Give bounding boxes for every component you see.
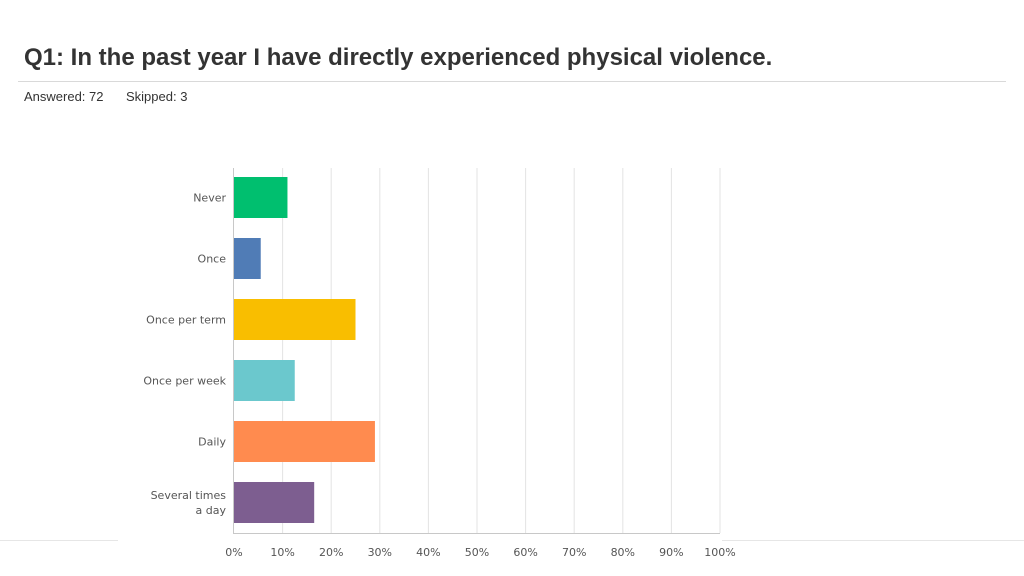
x-tick-label: 20% [319,546,343,559]
footer-divider-right [722,540,1024,541]
bar-once-per-term [234,299,356,340]
title-divider [18,81,1006,82]
category-label: Never [193,192,226,205]
bar-once [234,238,261,279]
x-tick-label: 30% [368,546,392,559]
footer-divider-left [0,540,118,541]
x-tick-label: 100% [704,546,735,559]
category-label: Once per week [143,375,226,388]
bar-once-per-week [234,360,295,401]
x-tick-label: 10% [270,546,294,559]
x-tick-label: 0% [225,546,242,559]
x-tick-label: 80% [611,546,635,559]
question-title: Q1: In the past year I have directly exp… [24,44,773,71]
bar-never [234,177,288,218]
category-label: Once per term [146,314,226,327]
answered-count: Answered: 72 [24,89,104,104]
skipped-count: Skipped: 3 [126,89,188,104]
bar-daily [234,421,375,462]
x-tick-label: 70% [562,546,586,559]
x-tick-label: 40% [416,546,440,559]
x-tick-label: 90% [659,546,683,559]
bar-several-times-a-day [234,482,315,523]
category-label: Daily [198,436,226,449]
category-label: Several times a day [151,489,227,517]
x-tick-label: 60% [513,546,537,559]
x-tick-label: 50% [465,546,489,559]
category-label: Once [198,253,227,266]
